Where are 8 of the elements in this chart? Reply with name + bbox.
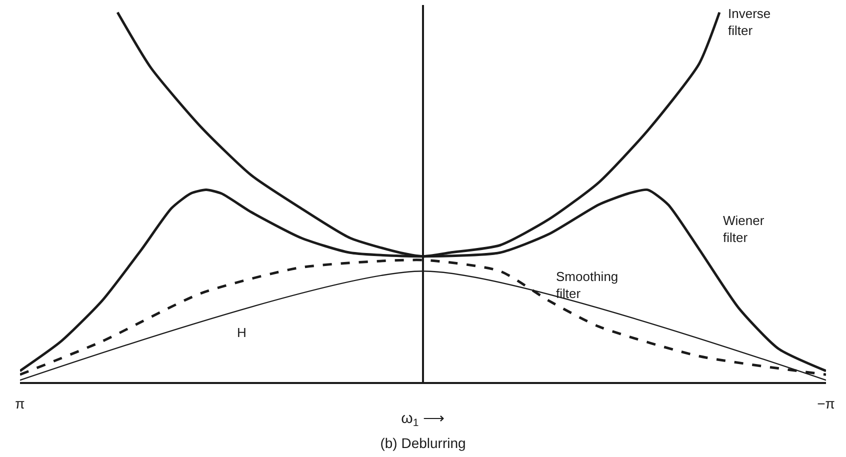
x-axis-title: ω$_{1}$ ⟶ <box>401 410 445 430</box>
x-tick-label: −π <box>817 396 836 412</box>
x-tick-label: π <box>15 396 26 412</box>
series-label: Smoothing filter <box>556 269 618 301</box>
series-label: H <box>237 325 246 340</box>
series-label: Inverse filter <box>728 6 771 38</box>
series-label: Wiener filter <box>723 213 765 245</box>
text: (b) Deblurring <box>380 434 466 451</box>
